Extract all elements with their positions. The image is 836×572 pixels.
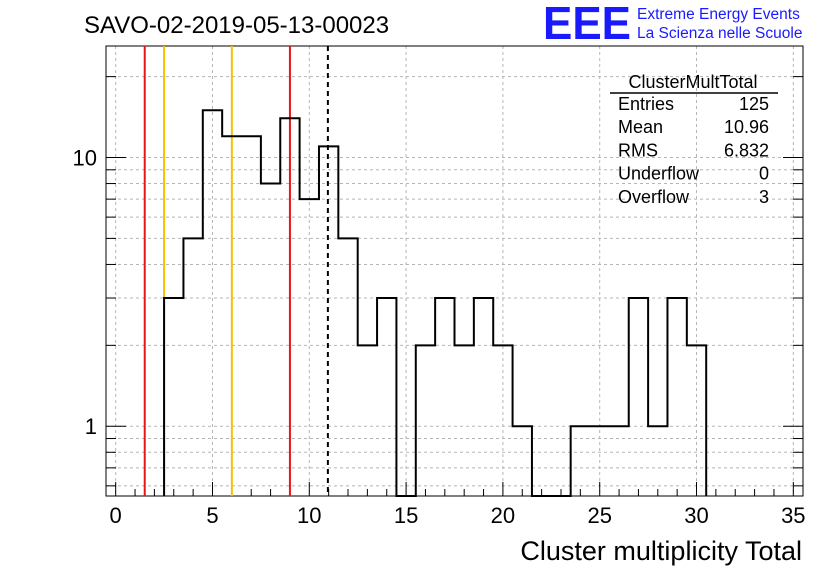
x-axis-label: Cluster multiplicity Total (520, 536, 802, 566)
run-title: SAVO-02-2019-05-13-00023 (84, 12, 389, 39)
eee-logo: EEE Extreme Energy Events La Scienza nel… (543, 0, 802, 49)
x-tick-label: 30 (684, 503, 708, 528)
x-tick-label: 15 (394, 503, 418, 528)
x-tick-label: 0 (110, 503, 122, 528)
stats-label: Entries (618, 94, 674, 114)
logo-line-1: Extreme Energy Events (637, 6, 800, 23)
logo-mark: EEE (543, 0, 631, 49)
plot-frame (105, 45, 804, 497)
grid-lines (106, 46, 803, 496)
x-tick-label: 25 (587, 503, 611, 528)
stats-label: Mean (618, 117, 663, 137)
stats-rows: Entries 125 Mean 10.96 RMS 6.832 Underflow 0 Ove… (618, 94, 769, 207)
x-tick-label: 20 (491, 503, 515, 528)
stats-value: 6.832 (724, 140, 769, 160)
marker-lines (143, 46, 329, 496)
stats-box: ClusterMultTotal Entries 125 Mean 10.96 RMS 6… (610, 72, 778, 207)
y-tick-label: 10 (73, 146, 97, 171)
stats-label: Underflow (618, 164, 700, 184)
stats-value: 3 (759, 187, 769, 207)
x-tick-label: 10 (297, 503, 321, 528)
logo-line-2: La Scienza nelle Scuole (637, 25, 802, 42)
y-tick-label: 1 (85, 414, 97, 439)
stats-label: Overflow (618, 187, 690, 207)
histogram-outline (163, 109, 708, 497)
x-tick-label: 35 (781, 503, 805, 528)
stats-value: 10.96 (724, 117, 769, 137)
axis-ticks (106, 76, 803, 496)
stats-value: 125 (739, 94, 769, 114)
x-tick-label: 5 (206, 503, 218, 528)
stats-value: 0 (759, 164, 769, 184)
stats-title: ClusterMultTotal (628, 72, 757, 92)
stats-label: RMS (618, 140, 658, 160)
